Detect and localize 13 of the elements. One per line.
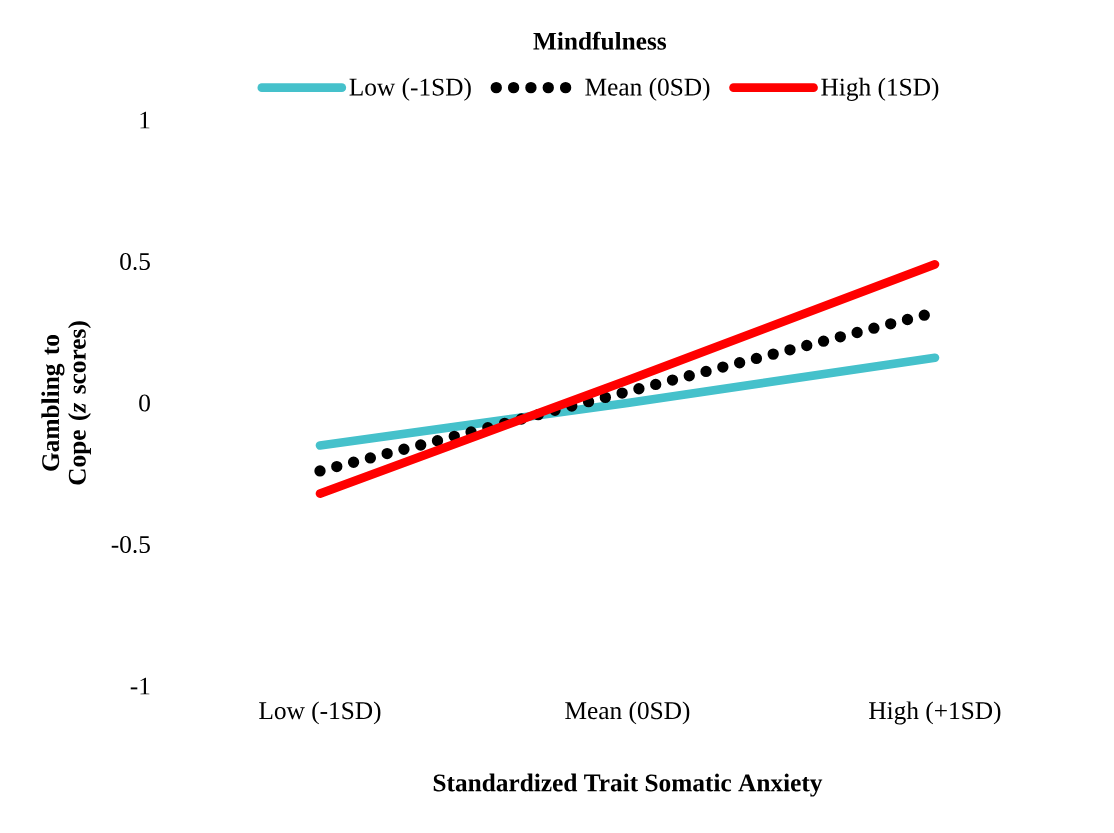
legend-title: Mindfulness [533,31,667,50]
legend-label: High (1SD) [821,77,939,101]
x-tick-label: Mean (0SD) [565,701,690,725]
x-tick-label: Low (-1SD) [259,701,381,725]
y-tick-label: 0.5 [120,252,150,271]
y-tick-label: 1 [140,111,150,129]
x-tick-label: High (+1SD) [869,701,1001,725]
legend-label: Low (-1SD) [349,77,471,101]
x-axis-title: Standardized Trait Somatic Anxiety [433,773,823,797]
y-tick-label: 0 [139,394,150,412]
y-tick-label: -1 [130,677,150,695]
y-tick-label: -0.5 [111,535,150,554]
legend-label: Mean (0SD) [585,77,710,101]
